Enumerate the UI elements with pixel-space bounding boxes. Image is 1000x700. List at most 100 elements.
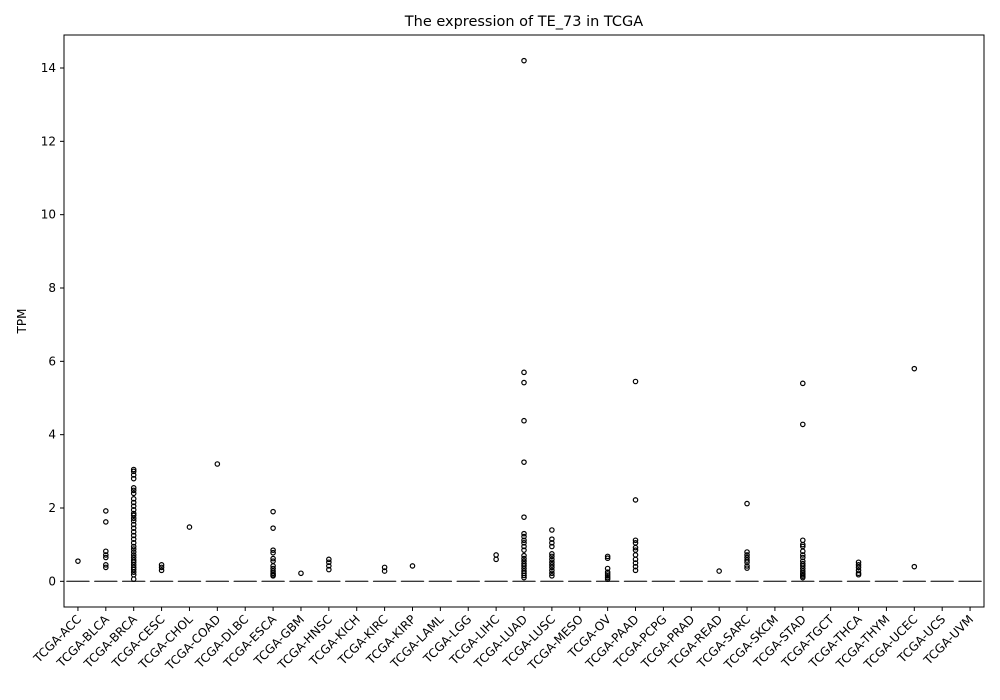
outlier-point xyxy=(744,563,750,569)
outlier-point xyxy=(744,549,750,555)
outlier-point xyxy=(130,549,137,555)
outlier-point xyxy=(521,572,527,579)
outlier-point xyxy=(744,552,750,558)
chart-title: The expression of TE_73 in TCGA xyxy=(404,14,644,30)
outlier-point xyxy=(632,556,639,563)
outliers xyxy=(75,57,918,582)
outlier-point xyxy=(186,524,193,530)
outlier-point xyxy=(604,553,611,560)
outlier-point xyxy=(521,552,527,559)
outlier-point xyxy=(549,553,555,560)
outlier-point xyxy=(521,514,527,520)
outlier-point xyxy=(130,546,137,552)
outlier-point xyxy=(521,57,527,64)
outlier-point xyxy=(549,551,555,557)
y-tick-label: 4 xyxy=(48,428,56,442)
outlier-point xyxy=(103,519,109,525)
outlier-point xyxy=(549,543,555,550)
outlier-point xyxy=(632,537,639,544)
outlier-point xyxy=(521,459,527,465)
outlier-point xyxy=(604,573,611,579)
outlier-point xyxy=(158,562,165,568)
outlier-point xyxy=(158,564,165,571)
outlier-point xyxy=(855,559,862,566)
outlier-point xyxy=(270,547,276,553)
y-tick-label: 6 xyxy=(48,354,56,368)
outlier-point xyxy=(549,562,555,568)
outlier-point xyxy=(130,507,137,513)
outlier-point xyxy=(604,569,611,575)
outlier-point xyxy=(130,529,137,535)
outlier-point xyxy=(103,548,109,555)
outlier-point xyxy=(130,532,137,539)
outlier-point xyxy=(521,537,527,544)
outlier-point xyxy=(493,552,499,558)
outlier-point xyxy=(130,525,137,531)
outlier-point xyxy=(158,567,165,574)
outlier-point xyxy=(130,472,137,478)
outlier-point xyxy=(130,566,137,573)
outlier-point xyxy=(130,518,137,524)
outlier-point xyxy=(130,576,137,582)
outlier-point xyxy=(521,540,527,546)
outlier-point xyxy=(521,547,527,553)
outlier-point xyxy=(130,540,137,546)
outlier-point xyxy=(604,576,611,582)
outlier-point xyxy=(130,496,137,502)
outlier-point xyxy=(744,500,750,507)
outlier-point xyxy=(744,565,750,571)
outlier-point xyxy=(521,369,527,376)
outlier-point xyxy=(549,540,555,546)
outlier-point xyxy=(549,556,555,563)
outlier-point xyxy=(130,490,137,497)
outlier-point xyxy=(493,556,499,563)
outlier-point xyxy=(130,475,137,482)
outlier-point xyxy=(632,552,639,558)
outlier-point xyxy=(130,512,137,519)
outlier-point xyxy=(799,563,806,569)
outlier-point xyxy=(103,562,109,568)
outlier-point xyxy=(326,563,332,569)
outlier-point xyxy=(130,503,137,509)
y-tick-label: 2 xyxy=(48,501,56,515)
outlier-point xyxy=(549,527,555,533)
outlier-point xyxy=(799,552,806,558)
outlier-point xyxy=(130,559,137,566)
outlier-point xyxy=(632,560,639,566)
outlier-point xyxy=(103,508,109,514)
y-tick-label: 14 xyxy=(41,61,56,75)
outlier-point xyxy=(521,379,527,386)
outlier-point xyxy=(103,564,109,571)
outlier-point xyxy=(130,543,137,550)
outlier-point xyxy=(521,555,527,562)
y-tick-label: 8 xyxy=(48,281,56,295)
outlier-point xyxy=(270,525,276,531)
outlier-point xyxy=(911,563,918,570)
outlier-point xyxy=(521,530,527,537)
outlier-point xyxy=(632,544,639,551)
outlier-point xyxy=(549,573,555,579)
outlier-point xyxy=(716,568,722,574)
outlier-point xyxy=(326,556,332,563)
outlier-point xyxy=(521,533,527,540)
y-axis: 0 2 4 6 8 10 12 14 xyxy=(41,61,64,588)
outlier-point xyxy=(381,568,388,574)
outlier-point xyxy=(214,461,221,467)
outlier-point xyxy=(103,552,109,558)
outlier-point xyxy=(744,557,750,563)
y-tick-label: 12 xyxy=(41,134,56,148)
outlier-point xyxy=(604,571,611,577)
plot-frame xyxy=(63,34,985,608)
outlier-point xyxy=(326,566,332,573)
outlier-point xyxy=(103,554,109,561)
outlier-point xyxy=(130,468,137,475)
outlier-point xyxy=(130,515,137,522)
outlier-point xyxy=(604,565,611,572)
outlier-point xyxy=(549,564,555,571)
outlier-point xyxy=(270,549,276,556)
outlier-point xyxy=(409,563,416,569)
outlier-point xyxy=(130,485,137,491)
outlier-point xyxy=(130,552,137,558)
outlier-point xyxy=(130,521,137,528)
